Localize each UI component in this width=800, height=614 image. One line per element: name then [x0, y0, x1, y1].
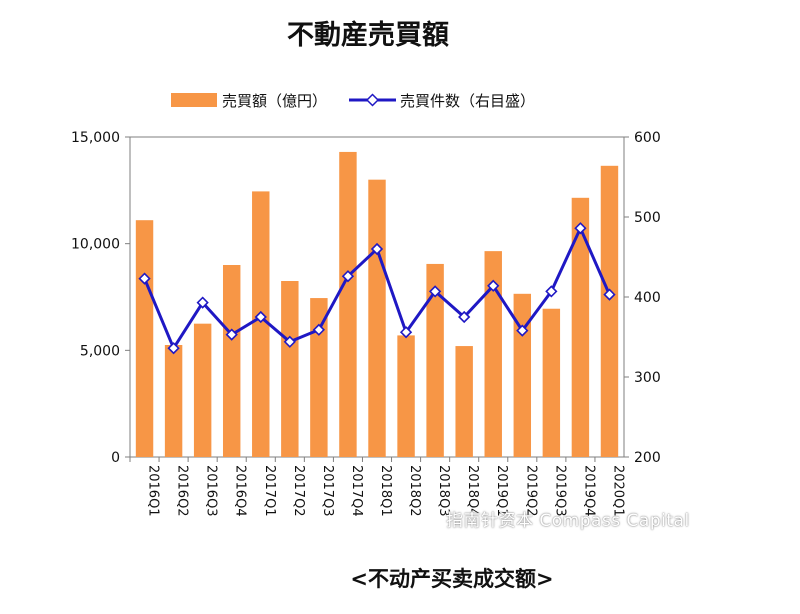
left-tick-label: 10,000 — [71, 237, 120, 253]
legend-line-label: 売買件数（右目盛） — [400, 92, 535, 110]
line-point — [283, 335, 296, 348]
line-point — [487, 279, 500, 292]
x-tick-label: 2016Q4 — [233, 465, 248, 517]
x-tick-label: 2019Q1 — [494, 465, 509, 517]
line-point — [196, 296, 209, 309]
bar — [135, 220, 154, 457]
x-tick-label: 2017Q3 — [320, 465, 335, 517]
chart-svg: 不動産売買額 売買額（億円） 売買件数（右目盛） 0 5,000 10,000 15,… — [71, 19, 661, 517]
bar — [164, 345, 183, 457]
chart-title: 不動産売買額 — [287, 19, 449, 51]
left-tick-label: 15,000 — [71, 130, 120, 146]
x-tick-label: 2020Q1 — [610, 465, 625, 517]
line-point — [138, 272, 151, 285]
left-axis: 0 5,000 10,000 15,000 — [71, 130, 130, 466]
x-tick-label: 2018Q4 — [465, 465, 480, 517]
x-tick-label: 2018Q3 — [436, 465, 451, 517]
left-tick-label: 0 — [111, 450, 120, 466]
legend: 売買額（億円） 売買件数（右目盛） — [171, 92, 535, 110]
line-point — [370, 242, 384, 256]
x-tick-label: 2016Q2 — [175, 465, 190, 517]
right-tick-label: 500 — [634, 210, 661, 226]
x-tick-label: 2017Q1 — [262, 465, 277, 517]
line-point — [458, 310, 471, 324]
line-series — [138, 222, 616, 355]
caption-text: <不动产买卖成交额> — [350, 567, 554, 591]
x-tick-label: 2017Q2 — [291, 465, 306, 517]
line-point — [167, 342, 180, 355]
legend-bar-swatch — [171, 93, 217, 107]
x-tick-label: 2019Q2 — [523, 465, 538, 517]
x-tick-label: 2017Q4 — [349, 465, 364, 517]
bar — [281, 281, 299, 457]
right-tick-label: 200 — [634, 450, 661, 466]
caption: <不动产买卖成交额> — [0, 563, 800, 593]
bar — [484, 251, 502, 457]
right-axis: 200 300 400 500 600 — [624, 130, 661, 466]
x-tick-label: 2016Q3 — [204, 465, 219, 517]
legend-bar-label: 売買額（億円） — [222, 92, 327, 110]
bar — [193, 323, 212, 457]
x-tick-label: 2019Q4 — [581, 465, 596, 517]
line-point — [428, 285, 442, 298]
line-point — [399, 326, 413, 339]
line-point — [603, 288, 616, 301]
bar — [310, 298, 328, 457]
line-point — [545, 285, 558, 298]
bar — [252, 191, 270, 457]
bar — [397, 335, 415, 457]
x-tick-label: 2018Q2 — [407, 465, 422, 517]
right-tick-label: 400 — [634, 290, 661, 306]
bar — [513, 293, 532, 457]
x-tick-label: 2016Q1 — [146, 465, 161, 517]
watermark: 指南针资本 Compass Capital — [446, 511, 690, 531]
x-tick-label: 2018Q1 — [378, 465, 393, 517]
line-point — [341, 270, 355, 283]
line-point — [516, 324, 529, 337]
bar — [571, 197, 590, 458]
bar — [600, 165, 619, 458]
bar — [222, 265, 241, 457]
bar — [368, 179, 386, 457]
line-point — [254, 310, 267, 324]
legend-line-marker — [365, 93, 380, 107]
line-point — [225, 328, 238, 341]
left-tick-label: 5,000 — [80, 343, 120, 359]
bar — [426, 263, 444, 457]
bar — [455, 346, 473, 457]
x-tick-label: 2019Q3 — [552, 465, 567, 517]
line-point — [312, 323, 326, 336]
bar — [542, 308, 561, 457]
bar — [339, 151, 357, 457]
x-axis: 2016Q1 2016Q2 2016Q3 2016Q4 2017Q1 2017Q2 2017… — [129, 457, 625, 517]
line-point — [574, 222, 587, 235]
bar-series — [135, 151, 619, 458]
right-tick-label: 600 — [634, 130, 661, 146]
right-tick-label: 300 — [634, 370, 661, 386]
